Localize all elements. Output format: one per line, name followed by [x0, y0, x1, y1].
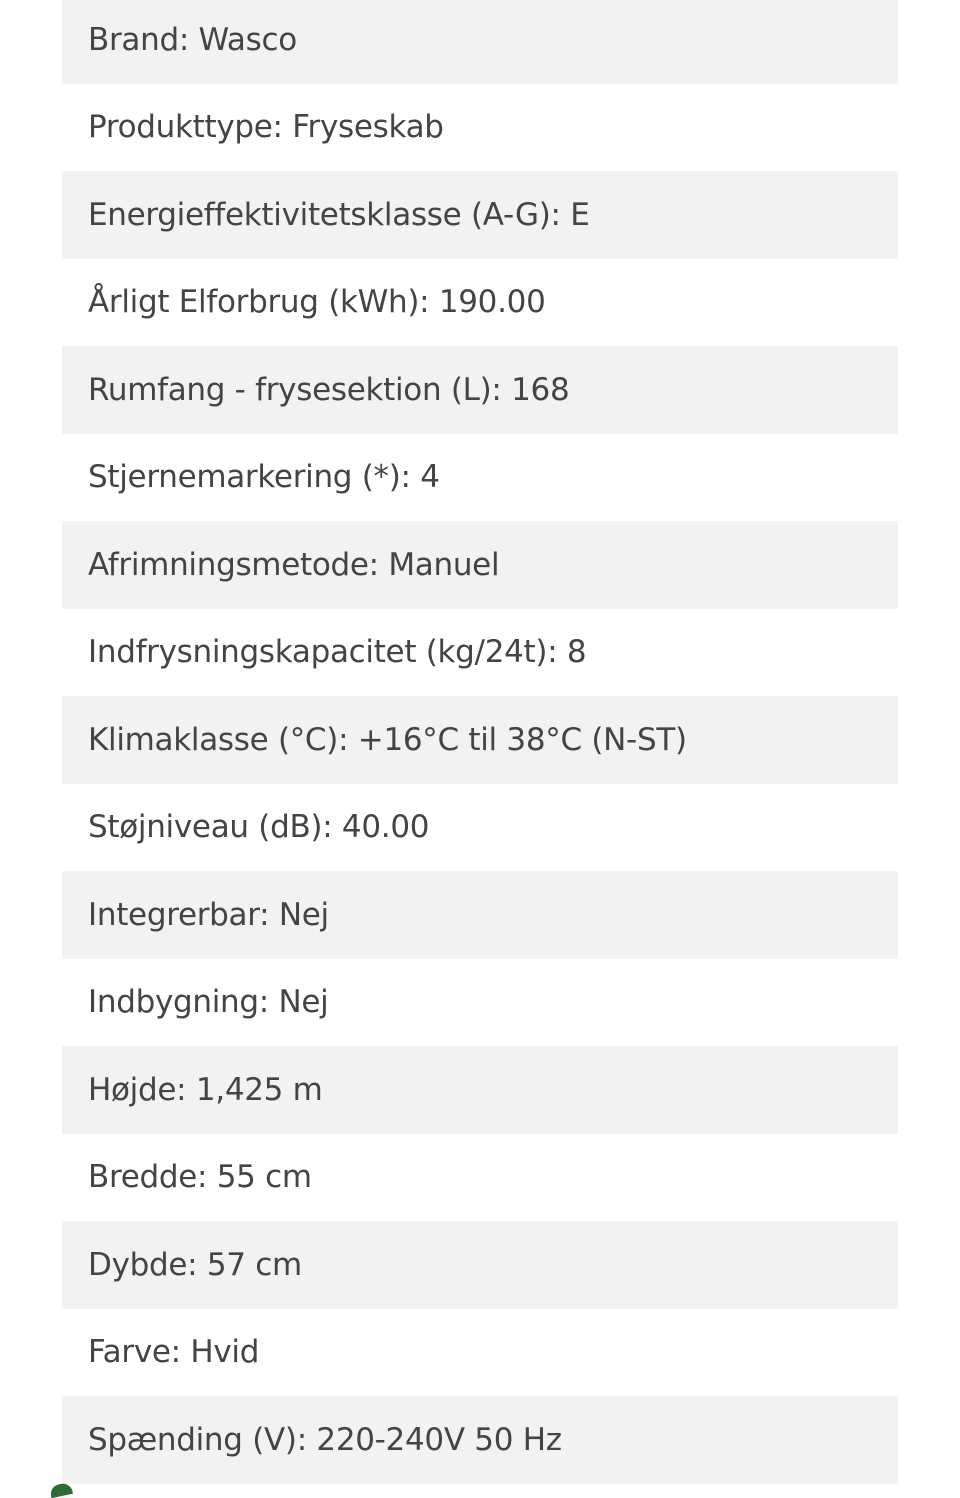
spec-row: Integrerbar: Nej	[62, 871, 898, 959]
spec-row: Bredde: 55 cm	[88, 1159, 312, 1196]
spec-row: Indbygning: Nej	[88, 984, 329, 1021]
spec-row: Indfrysningskapacitet (kg/24t): 8	[88, 634, 587, 671]
spec-row: Rumfang - frysesektion (L): 168	[62, 346, 898, 434]
spec-row: Brand: Wasco	[62, 0, 898, 84]
spec-row: Højde: 1,425 m	[62, 1046, 898, 1134]
floating-button-icon[interactable]	[48, 1481, 74, 1498]
spec-row: Produkttype: Fryseskab	[88, 109, 444, 146]
spec-row: Afrimningsmetode: Manuel	[62, 521, 898, 609]
spec-row: Klimaklasse (°C): +16°C til 38°C (N-ST)	[62, 696, 898, 784]
spec-row: Spænding (V): 220-240V 50 Hz	[62, 1396, 898, 1484]
spec-row: Årligt Elforbrug (kWh): 190.00	[88, 284, 546, 321]
spec-row: Stjernemarkering (*): 4	[88, 459, 440, 496]
product-specs-list: Brand: Wasco Produkttype: Fryseskab Energi…	[62, 0, 898, 1484]
spec-row: Dybde: 57 cm	[62, 1221, 898, 1309]
spec-row: Energieffektivitetsklasse (A-G): E	[62, 171, 898, 259]
spec-row: Farve: Hvid	[88, 1334, 260, 1371]
spec-row: Støjniveau (dB): 40.00	[88, 809, 430, 846]
